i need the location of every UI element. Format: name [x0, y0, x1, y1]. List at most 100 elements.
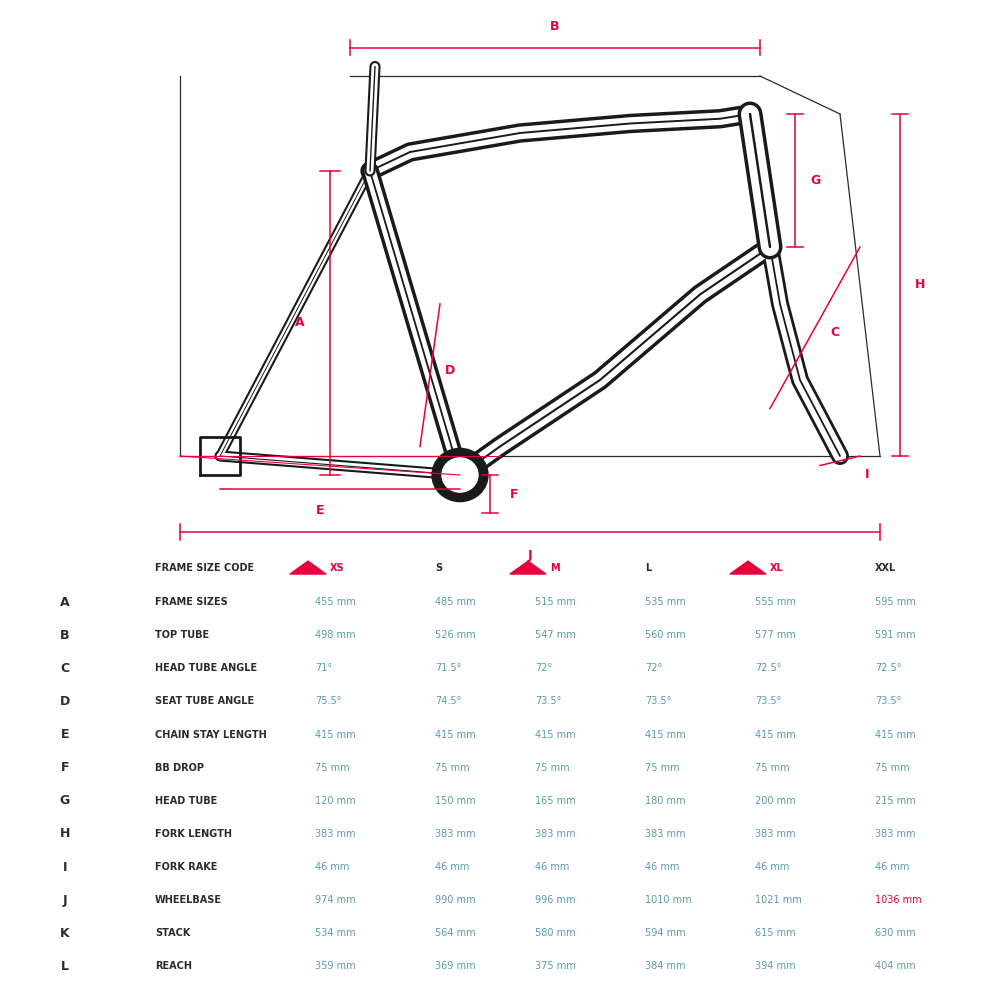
- Text: 990 mm: 990 mm: [435, 895, 476, 905]
- Text: 594 mm: 594 mm: [645, 928, 686, 938]
- Text: E: E: [316, 504, 324, 516]
- Text: 974 mm: 974 mm: [315, 895, 356, 905]
- Text: H: H: [60, 827, 70, 840]
- Text: F: F: [61, 761, 69, 774]
- Text: 75 mm: 75 mm: [875, 763, 910, 773]
- Text: SEAT TUBE ANGLE: SEAT TUBE ANGLE: [155, 696, 254, 706]
- Circle shape: [442, 458, 478, 492]
- Text: 383 mm: 383 mm: [535, 829, 576, 839]
- Text: 46 mm: 46 mm: [645, 862, 679, 872]
- Text: 577 mm: 577 mm: [755, 630, 796, 640]
- Text: 591 mm: 591 mm: [875, 630, 916, 640]
- Text: 415 mm: 415 mm: [535, 730, 576, 740]
- Text: WHEELBASE: WHEELBASE: [155, 895, 222, 905]
- Text: 46 mm: 46 mm: [435, 862, 469, 872]
- Text: 404 mm: 404 mm: [875, 961, 916, 971]
- Text: STACK: STACK: [155, 928, 190, 938]
- Text: 75 mm: 75 mm: [645, 763, 680, 773]
- Text: 165 mm: 165 mm: [535, 796, 576, 806]
- Text: 120 mm: 120 mm: [315, 796, 356, 806]
- Text: 535 mm: 535 mm: [645, 597, 686, 607]
- Text: 74.5°: 74.5°: [435, 696, 461, 706]
- Text: J: J: [63, 894, 67, 907]
- Text: 200 mm: 200 mm: [755, 796, 796, 806]
- Text: S: S: [435, 563, 442, 573]
- Text: HEAD TUBE ANGLE: HEAD TUBE ANGLE: [155, 663, 257, 673]
- Text: K: K: [60, 927, 70, 940]
- Text: 46 mm: 46 mm: [755, 862, 789, 872]
- Text: C: C: [60, 662, 70, 675]
- Text: 75 mm: 75 mm: [755, 763, 790, 773]
- Text: 394 mm: 394 mm: [755, 961, 796, 971]
- Text: B: B: [550, 20, 560, 33]
- Text: XXL: XXL: [875, 563, 896, 573]
- Text: A: A: [60, 596, 70, 609]
- Text: 555 mm: 555 mm: [755, 597, 796, 607]
- Text: 1010 mm: 1010 mm: [645, 895, 692, 905]
- Text: HEAD TUBE: HEAD TUBE: [155, 796, 217, 806]
- Polygon shape: [730, 561, 766, 574]
- Text: 534 mm: 534 mm: [315, 928, 356, 938]
- Text: 383 mm: 383 mm: [755, 829, 796, 839]
- Text: I: I: [63, 861, 67, 874]
- Text: 73.5°: 73.5°: [645, 696, 671, 706]
- Text: FORK RAKE: FORK RAKE: [155, 862, 217, 872]
- Text: 375 mm: 375 mm: [535, 961, 576, 971]
- Text: CHAIN STAY LENGTH: CHAIN STAY LENGTH: [155, 730, 267, 740]
- Text: 75.5°: 75.5°: [315, 696, 342, 706]
- Text: J: J: [528, 549, 532, 562]
- Text: 72.5°: 72.5°: [875, 663, 902, 673]
- Text: 615 mm: 615 mm: [755, 928, 796, 938]
- Circle shape: [432, 448, 488, 502]
- Text: 498 mm: 498 mm: [315, 630, 356, 640]
- Text: 73.5°: 73.5°: [535, 696, 561, 706]
- Text: 383 mm: 383 mm: [315, 829, 356, 839]
- Text: D: D: [60, 695, 70, 708]
- Text: A: A: [295, 316, 305, 330]
- Text: 75 mm: 75 mm: [435, 763, 470, 773]
- Text: 73.5°: 73.5°: [875, 696, 901, 706]
- Text: 415 mm: 415 mm: [755, 730, 796, 740]
- Text: F: F: [510, 488, 518, 500]
- Text: 384 mm: 384 mm: [645, 961, 686, 971]
- Text: 72°: 72°: [645, 663, 662, 673]
- Text: G: G: [810, 174, 820, 187]
- Text: 215 mm: 215 mm: [875, 796, 916, 806]
- Text: I: I: [865, 468, 870, 482]
- Text: 46 mm: 46 mm: [535, 862, 569, 872]
- Text: L: L: [61, 960, 69, 973]
- Text: 71°: 71°: [315, 663, 332, 673]
- Text: M: M: [550, 563, 560, 573]
- Text: H: H: [915, 278, 925, 292]
- Text: 73.5°: 73.5°: [755, 696, 781, 706]
- Text: XL: XL: [770, 563, 784, 573]
- Text: L: L: [645, 563, 651, 573]
- Text: B: B: [60, 629, 70, 642]
- Text: 415 mm: 415 mm: [875, 730, 916, 740]
- Text: 72°: 72°: [535, 663, 552, 673]
- Text: D: D: [445, 364, 455, 377]
- Text: 415 mm: 415 mm: [315, 730, 356, 740]
- Text: 383 mm: 383 mm: [645, 829, 686, 839]
- Text: 515 mm: 515 mm: [535, 597, 576, 607]
- Text: 383 mm: 383 mm: [875, 829, 916, 839]
- Text: 46 mm: 46 mm: [315, 862, 349, 872]
- Text: 485 mm: 485 mm: [435, 597, 476, 607]
- Text: 1021 mm: 1021 mm: [755, 895, 802, 905]
- Text: REACH: REACH: [155, 961, 192, 971]
- Text: 547 mm: 547 mm: [535, 630, 576, 640]
- Text: 369 mm: 369 mm: [435, 961, 476, 971]
- Text: 180 mm: 180 mm: [645, 796, 686, 806]
- Text: 580 mm: 580 mm: [535, 928, 576, 938]
- Text: 996 mm: 996 mm: [535, 895, 576, 905]
- Text: E: E: [61, 728, 69, 741]
- Text: 415 mm: 415 mm: [645, 730, 686, 740]
- Text: 359 mm: 359 mm: [315, 961, 356, 971]
- Text: 455 mm: 455 mm: [315, 597, 356, 607]
- Text: XS: XS: [330, 563, 345, 573]
- Text: 1036 mm: 1036 mm: [875, 895, 922, 905]
- Text: 595 mm: 595 mm: [875, 597, 916, 607]
- Text: 526 mm: 526 mm: [435, 630, 476, 640]
- Text: 560 mm: 560 mm: [645, 630, 686, 640]
- Text: FRAME SIZES: FRAME SIZES: [155, 597, 228, 607]
